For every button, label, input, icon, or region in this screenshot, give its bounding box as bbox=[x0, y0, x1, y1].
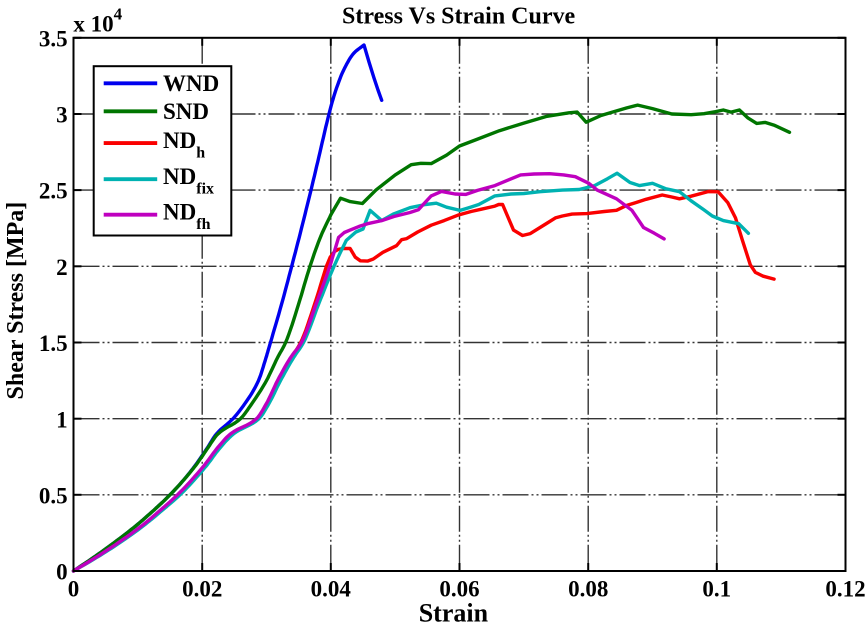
svg-text:3.5: 3.5 bbox=[39, 26, 68, 51]
svg-text:Stress Vs Strain Curve: Stress Vs Strain Curve bbox=[342, 4, 575, 30]
svg-text:2: 2 bbox=[56, 255, 68, 280]
svg-text:Shear Stress [MPa]: Shear Stress [MPa] bbox=[3, 202, 29, 400]
svg-text:0.04: 0.04 bbox=[311, 577, 352, 602]
svg-text:0.5: 0.5 bbox=[39, 483, 68, 508]
svg-text:3: 3 bbox=[56, 103, 68, 128]
svg-text:0: 0 bbox=[56, 560, 68, 585]
svg-text:0.08: 0.08 bbox=[568, 577, 608, 602]
svg-text:0.06: 0.06 bbox=[439, 577, 479, 602]
svg-text:0: 0 bbox=[68, 577, 80, 602]
svg-text:SND: SND bbox=[163, 99, 209, 124]
svg-text:1.5: 1.5 bbox=[39, 331, 68, 356]
svg-text:WND: WND bbox=[163, 71, 219, 96]
svg-text:1: 1 bbox=[56, 407, 68, 432]
svg-text:2.5: 2.5 bbox=[39, 179, 68, 204]
svg-text:0.02: 0.02 bbox=[182, 577, 222, 602]
svg-text:0.12: 0.12 bbox=[825, 577, 865, 602]
svg-text:Strain: Strain bbox=[419, 598, 489, 627]
svg-text:0.1: 0.1 bbox=[702, 577, 731, 602]
